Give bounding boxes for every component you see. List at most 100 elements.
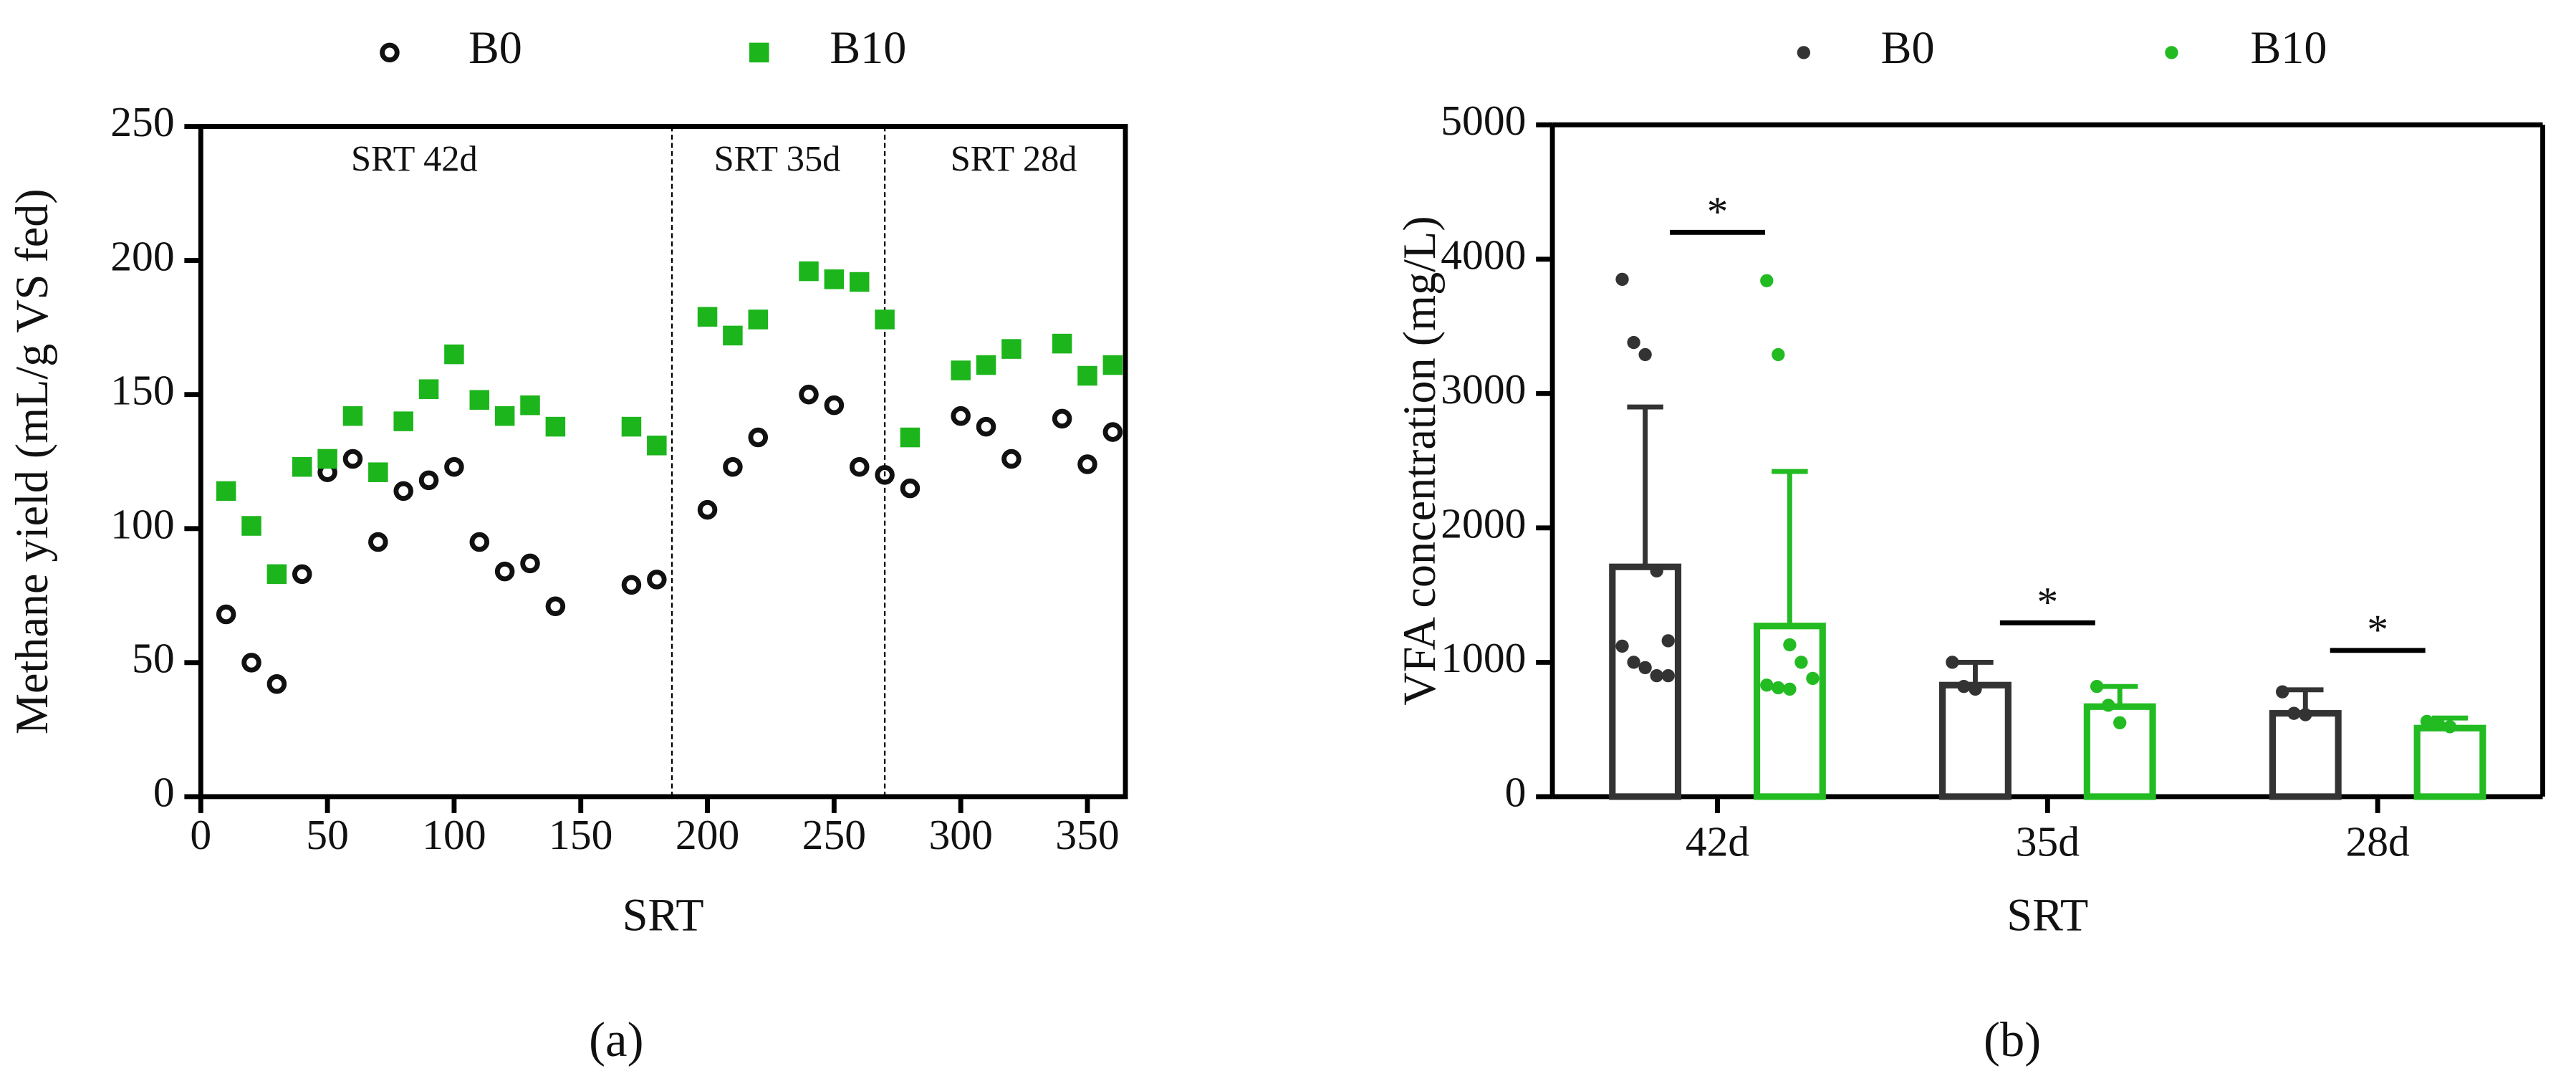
x-tick-label: 0 [190, 811, 211, 858]
data-point [2420, 714, 2434, 729]
marker [241, 653, 261, 673]
marker [520, 395, 540, 416]
data-point [2276, 685, 2289, 699]
x-tick-label: 35d [2016, 817, 2080, 865]
marker [342, 448, 363, 469]
marker [469, 532, 490, 552]
legend-marker [2165, 46, 2178, 59]
marker [748, 310, 769, 330]
marker [1102, 355, 1123, 375]
marker [748, 427, 769, 448]
data-point [1760, 678, 1774, 692]
x-tick-label: 42d [1686, 817, 1750, 865]
x-tick-label: 50 [306, 811, 349, 858]
x-tick-label: 250 [802, 811, 866, 858]
legend-label: B0 [1881, 22, 1935, 73]
marker [849, 272, 870, 292]
data-point [1783, 638, 1797, 652]
marker [266, 564, 287, 585]
data-point [1957, 679, 1971, 694]
bar [1753, 623, 1826, 800]
y-tick-label: 250 [110, 98, 174, 145]
significance-mark: * [2367, 606, 2388, 653]
y-tick-label: 50 [132, 635, 175, 682]
marker [647, 436, 667, 456]
data-point [1969, 682, 1982, 696]
marker [875, 310, 895, 330]
data-point [1946, 656, 1959, 669]
x-tick-label: 28d [2345, 817, 2410, 865]
legend-label: B10 [830, 22, 906, 73]
marker [342, 406, 363, 426]
marker [951, 406, 971, 426]
data-point [1783, 682, 1797, 696]
marker [900, 478, 921, 499]
data-point [1627, 335, 1640, 350]
marker [545, 596, 566, 617]
marker [1052, 333, 1072, 354]
marker [444, 456, 464, 477]
panel-label: (a) [589, 1012, 643, 1067]
marker [292, 456, 312, 477]
marker [1077, 454, 1097, 474]
data-point [1615, 272, 1629, 287]
bar [2413, 724, 2486, 800]
data-point [1661, 668, 1675, 683]
marker [393, 411, 413, 431]
marker [976, 416, 996, 437]
legend-marker [1797, 46, 1811, 59]
bar [2269, 710, 2342, 800]
data-point [2299, 708, 2312, 721]
annotation: SRT 28d [951, 139, 1077, 179]
marker [292, 564, 312, 585]
data-point [2101, 699, 2115, 712]
data-point [1760, 274, 1774, 287]
y-axis-label: VFA concentration (mg/L) [1394, 216, 1445, 705]
bar [1939, 681, 2012, 800]
marker [900, 427, 921, 448]
y-tick-label: 0 [1505, 769, 1527, 816]
data-point [2443, 720, 2457, 734]
marker [697, 499, 718, 520]
legend-label: B0 [468, 22, 522, 73]
x-tick-label: 350 [1055, 811, 1119, 858]
marker [1102, 422, 1123, 442]
y-tick-label: 200 [110, 232, 174, 279]
y-tick-label: 0 [153, 769, 175, 816]
y-tick-label: 4000 [1441, 231, 1526, 278]
significance-mark: * [1707, 188, 1729, 235]
marker [621, 575, 642, 595]
marker [799, 261, 819, 282]
x-axis-label: SRT [2007, 890, 2088, 941]
data-point [1650, 564, 1663, 578]
marker [976, 355, 996, 375]
marker [418, 379, 439, 399]
data-point [1772, 681, 1785, 695]
data-point [1638, 661, 1652, 675]
data-point [1772, 347, 1785, 362]
data-point [1615, 639, 1629, 653]
data-point [1627, 656, 1640, 669]
marker [1077, 365, 1097, 386]
significance-mark: * [2037, 578, 2058, 625]
plot-frame [198, 124, 1128, 800]
data-point [2431, 717, 2446, 731]
data-point [1638, 347, 1652, 362]
marker [418, 470, 439, 491]
marker [1001, 339, 1022, 359]
annotation: SRT 42d [351, 139, 478, 179]
marker [216, 481, 236, 502]
y-tick-label: 3000 [1441, 365, 1526, 413]
y-axis-label: Methane yield (mL/g VS fed) [6, 188, 57, 734]
y-tick-label: 2000 [1441, 500, 1526, 547]
marker [317, 448, 337, 469]
legend-marker [749, 42, 769, 63]
marker [494, 561, 515, 582]
x-tick-label: 200 [676, 811, 739, 858]
y-tick-label: 100 [110, 500, 174, 547]
data-point [1794, 656, 1808, 669]
y-tick-label: 150 [110, 366, 174, 413]
bar [2083, 703, 2156, 800]
data-point [2113, 716, 2127, 729]
